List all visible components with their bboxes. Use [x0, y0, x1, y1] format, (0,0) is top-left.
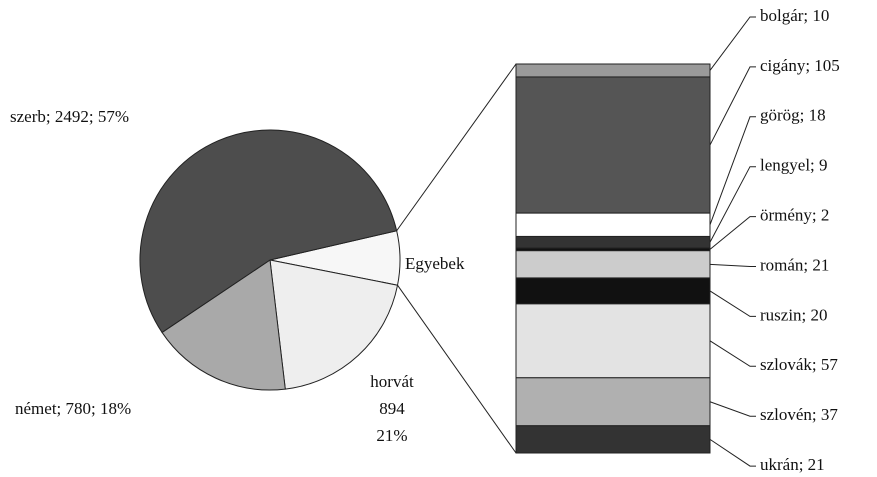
segment-label: görög; 18: [760, 106, 826, 125]
slice-label: német; 780; 18%: [15, 399, 131, 418]
leader-line: [709, 66, 756, 146]
slice-label: horvát: [370, 372, 414, 391]
segment-label: örmény; 2: [760, 206, 829, 225]
leader-line: [709, 401, 756, 417]
pie-slice: [269, 259, 399, 390]
connector: [396, 63, 517, 232]
bar-segment: [515, 212, 711, 237]
segment-label: ruszin; 20: [760, 305, 828, 324]
leader-line: [709, 263, 756, 267]
bar-segment: [515, 76, 711, 214]
leader-line: [709, 438, 756, 467]
bar-segment: [515, 277, 711, 305]
bar-segment: [515, 235, 711, 249]
slice-label: szerb; 2492; 57%: [10, 107, 129, 126]
leader-line: [709, 16, 756, 71]
segment-label: lengyel; 9: [760, 156, 828, 175]
slice-label: Egyebek: [405, 254, 465, 273]
segment-label: bolgár; 10: [760, 6, 829, 25]
pie-slice: [139, 129, 398, 334]
pie-slice: [161, 259, 286, 391]
bar-segment: [515, 250, 711, 279]
bar-segment: [515, 425, 711, 454]
connector: [397, 284, 517, 454]
bar-segment: [515, 63, 711, 78]
slice-label: 894: [379, 399, 405, 418]
segment-label: cigány; 105: [760, 56, 840, 75]
bar-segment: [515, 303, 711, 379]
segment-label: ukrán; 21: [760, 455, 825, 474]
leader-line: [709, 340, 756, 367]
segment-label: román; 21: [760, 255, 829, 274]
bar-segment: [515, 377, 711, 427]
leader-line: [709, 290, 756, 317]
leader-line: [709, 166, 756, 243]
segment-label: szlovák; 57: [760, 355, 838, 374]
leader-line: [709, 116, 756, 225]
segment-label: szlovén; 37: [760, 405, 838, 424]
slice-label: 21%: [376, 426, 407, 445]
leader-line: [709, 216, 756, 250]
